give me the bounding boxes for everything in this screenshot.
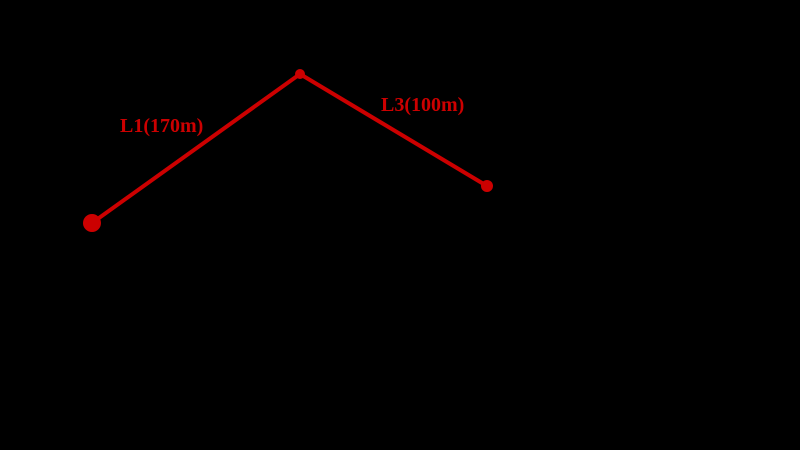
edge-l3-label: L3(100m) bbox=[381, 94, 464, 116]
edge-l3-line bbox=[298, 72, 489, 188]
edge-l1-label: L1(170m) bbox=[120, 115, 203, 137]
edge-l1-line bbox=[90, 72, 302, 225]
source-node bbox=[83, 214, 101, 232]
end-node bbox=[481, 180, 493, 192]
junction-node bbox=[295, 69, 305, 79]
